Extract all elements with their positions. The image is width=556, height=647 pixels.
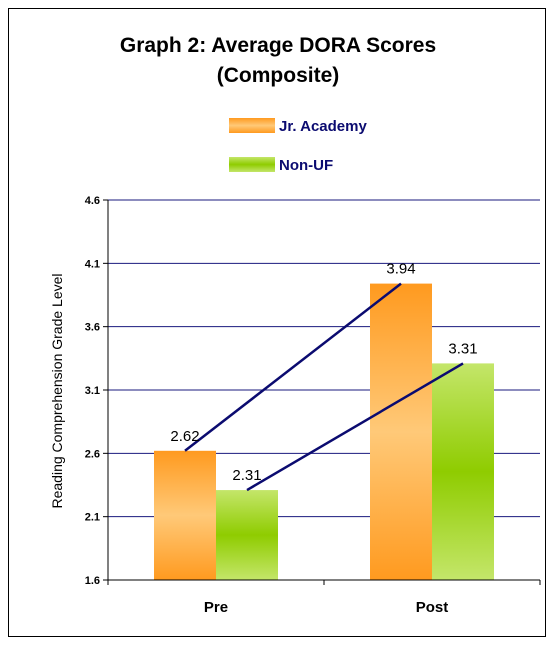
data-label: 2.31	[232, 467, 261, 484]
y-axis-label: Reading Comprehension Grade Level	[49, 273, 65, 508]
bar-jr-academy-post	[370, 283, 432, 580]
y-tick-label: 2.6	[85, 448, 100, 460]
legend: Jr. Academy Non-UF	[229, 118, 367, 174]
y-tick-label: 2.1	[85, 512, 100, 524]
x-axis-ticks: Pre Post	[204, 599, 448, 616]
y-tick-label: 4.6	[85, 195, 100, 207]
trend-lines	[184, 282, 464, 492]
bar-non-uf-pre	[216, 490, 278, 580]
data-label: 3.94	[386, 261, 415, 278]
data-label: 2.62	[170, 428, 199, 445]
y-tick-label: 1.6	[85, 575, 100, 587]
legend-label-jr-academy: Jr. Academy	[279, 118, 367, 135]
y-tick-label: 4.1	[85, 258, 100, 270]
y-axis-ticks: 4.6 4.1 3.6 3.1 2.6 2.1 1.6	[85, 195, 108, 587]
legend-swatch-jr-academy	[229, 118, 275, 133]
legend-swatch-non-uf	[229, 157, 275, 172]
y-tick-label: 3.6	[85, 322, 100, 334]
x-tick-label: Pre	[204, 599, 228, 616]
legend-label-non-uf: Non-UF	[279, 157, 333, 174]
x-tick-label: Post	[416, 599, 449, 616]
chart-subtitle: (Composite)	[217, 64, 340, 87]
bars	[154, 283, 494, 580]
data-labels: 2.62 2.31 3.94 3.31	[170, 261, 477, 484]
data-label: 3.31	[448, 340, 477, 357]
axes	[107, 200, 541, 585]
chart-title: Graph 2: Average DORA Scores	[120, 34, 436, 57]
bar-jr-academy-pre	[154, 450, 216, 580]
trend-line-series-1	[246, 362, 464, 492]
bar-non-uf-post	[432, 363, 494, 580]
y-tick-label: 3.1	[85, 385, 100, 397]
trend-line-series-0	[184, 282, 402, 452]
